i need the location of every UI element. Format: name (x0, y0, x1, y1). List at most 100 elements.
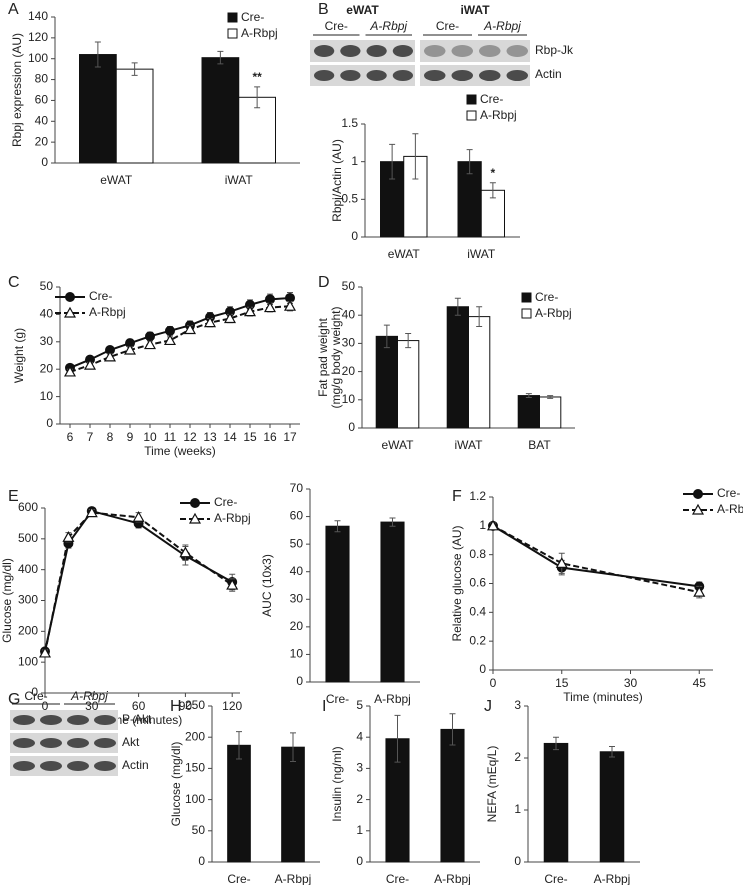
y-tick-label: 1 (351, 154, 358, 168)
x-tick-label: 9 (127, 430, 134, 444)
y-tick-label: 100 (18, 654, 38, 668)
marker (123, 343, 137, 355)
y-tick-label: 140 (28, 9, 48, 23)
y-tick-label: 100 (185, 792, 205, 806)
blot-group: A-Rbpj (483, 19, 521, 33)
legend-label: A-Rbpj (717, 502, 743, 516)
marker (223, 312, 237, 324)
blot-band (67, 761, 89, 771)
x-tick-label: 15 (243, 430, 257, 444)
x-tick-label: eWAT (382, 438, 415, 452)
bar (468, 316, 491, 429)
bar (227, 744, 251, 863)
x-tick-label: Cre- (326, 692, 349, 706)
marker (65, 292, 75, 302)
y-tick-label: 0 (198, 854, 205, 868)
blot-band-label: P-Akt (122, 712, 152, 726)
x-tick-label: iWAT (455, 438, 484, 452)
y-tick-label: 5 (356, 698, 363, 712)
marker (83, 358, 97, 370)
x-tick-label: A-Rbpj (275, 872, 312, 885)
y-axis-label: Glucose (mg/dl) (169, 742, 183, 827)
significance: ** (252, 70, 262, 84)
bar (325, 525, 350, 683)
blot-strip (420, 40, 530, 62)
legend-swatch (521, 308, 532, 319)
marker (85, 506, 98, 518)
y-tick-label: 10 (40, 389, 54, 403)
x-tick-label: 60 (132, 699, 146, 713)
bar (201, 57, 240, 164)
y-tick-label: 3 (356, 761, 363, 775)
bar (79, 54, 117, 164)
legend-label: Cre- (89, 289, 112, 303)
y-tick-label: 4 (356, 729, 363, 743)
x-tick-label: iWAT (467, 247, 496, 261)
y-axis-label: Relative glucose (AU) (450, 525, 464, 641)
legend-swatch (466, 94, 477, 105)
marker (179, 546, 192, 558)
series-line (492, 524, 700, 594)
x-tick-label: 30 (85, 699, 99, 713)
marker (243, 305, 257, 317)
y-tick-label: 70 (290, 481, 304, 495)
y-axis-label: Weight (g) (12, 328, 26, 383)
legend-label: Cre- (214, 495, 237, 509)
y-tick-label: 30 (40, 334, 54, 348)
marker (190, 498, 200, 508)
blot-band-label: Actin (535, 67, 562, 81)
blot-strip (10, 756, 118, 776)
blot-band (13, 738, 35, 748)
error-bar (389, 143, 396, 180)
blot-band (506, 45, 528, 57)
x-tick-label: 10 (143, 430, 157, 444)
legend-label: Cre- (480, 92, 503, 106)
blot-band (424, 45, 446, 57)
bar (539, 396, 562, 429)
y-tick-label: 2 (356, 792, 363, 806)
panel-letter: C (8, 274, 20, 291)
error-bar (394, 714, 401, 763)
y-tick-label: 0.8 (469, 547, 486, 561)
blot-band (479, 70, 501, 81)
y-axis-label: AUC (10x3) (260, 554, 274, 617)
bar (375, 335, 399, 429)
bar (599, 751, 625, 863)
blot-strip (310, 65, 415, 86)
marker (693, 585, 706, 597)
blot-group: Cre- (24, 689, 47, 703)
blot-group: Cre- (436, 19, 459, 33)
y-tick-label: 0.2 (469, 633, 486, 647)
error-bar (449, 713, 456, 746)
y-tick-label: 300 (18, 593, 38, 607)
blot-band (67, 715, 89, 725)
y-tick-label: 20 (40, 361, 54, 375)
x-tick-label: 16 (263, 430, 277, 444)
y-tick-label: 50 (40, 279, 54, 293)
panel-letter: H (170, 698, 182, 715)
y-tick-label: 10 (290, 647, 304, 661)
y-tick-label: 1 (514, 802, 521, 816)
y-tick-label: 40 (35, 113, 49, 127)
error-bar (454, 297, 461, 316)
y-tick-label: 60 (35, 93, 49, 107)
blot-band (366, 70, 387, 81)
x-tick-label: 8 (107, 430, 114, 444)
legend-label: Cre- (717, 486, 740, 500)
y-axis-label: (mg/g body weight) (329, 306, 343, 408)
y-tick-label: 0.6 (469, 576, 486, 590)
blot-strip (10, 710, 118, 730)
x-tick-label: eWAT (388, 247, 421, 261)
error-bar (217, 50, 224, 65)
blot-band (392, 70, 413, 81)
error-bar (553, 736, 559, 751)
marker (693, 489, 703, 499)
series-line (44, 511, 233, 654)
blot-band (94, 738, 116, 748)
x-tick-label: Cre- (544, 872, 567, 885)
x-tick-label: 15 (555, 676, 569, 690)
error-bar (412, 133, 419, 180)
x-tick-label: iWAT (225, 173, 254, 187)
error-bar (489, 182, 496, 199)
blot-group: A-Rbpj (369, 19, 407, 33)
